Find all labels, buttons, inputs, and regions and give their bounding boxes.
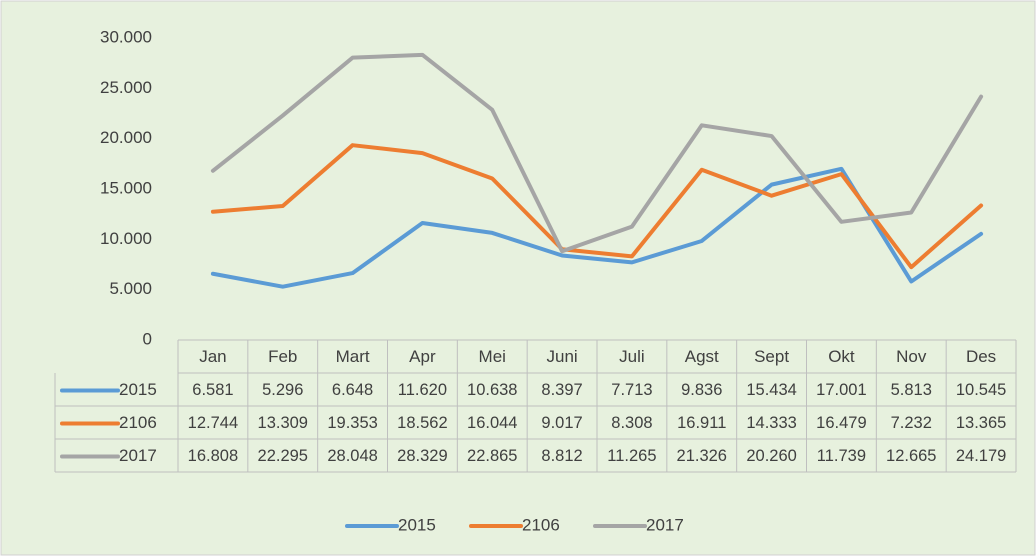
y-tick-label: 5.000 [109,279,152,298]
x-tick-label: Feb [268,347,297,366]
y-tick-label: 20.000 [100,128,152,147]
x-tick-label: Mart [336,347,370,366]
table-cell: 15.434 [746,381,796,399]
table-cell: 10.545 [956,381,1006,399]
x-tick-label: Des [966,347,996,366]
y-tick-label: 10.000 [100,229,152,248]
table-cell: 11.739 [817,447,866,465]
table-cell: 8.397 [541,381,582,399]
table-cell: 16.911 [677,414,726,432]
table-cell: 22.865 [467,447,517,465]
table-cell: 28.329 [397,447,447,465]
x-tick-label: Agst [685,347,719,366]
legend-label: 2017 [646,515,684,534]
legend-label: 2106 [522,515,560,534]
series-line [210,143,984,270]
table-cell: 18.562 [397,414,447,432]
y-tick-label: 0 [143,329,152,348]
table-cell: 7.713 [611,381,652,399]
table-cell: 13.309 [258,414,308,432]
table-cell: 11.265 [607,447,656,465]
table-cell: 9.836 [681,381,722,399]
table-cell: 22.295 [258,447,308,465]
x-tick-label: Sept [754,347,789,366]
x-tick-label: Juni [546,347,577,366]
table-cell: 6.581 [192,381,233,399]
x-tick-label: Nov [896,347,927,366]
x-tick-label: Jan [199,347,226,366]
table-cell: 5.813 [891,381,932,399]
x-tick-label: Apr [409,347,436,366]
table-cell: 10.638 [467,381,517,399]
x-tick-label: Juli [619,347,645,366]
table-series-name: 2106 [119,413,157,432]
table-cell: 7.232 [891,414,932,432]
y-tick-label: 30.000 [100,27,152,46]
y-tick-label: 15.000 [100,178,152,197]
table-cell: 24.179 [956,447,1006,465]
table-cell: 9.017 [541,414,582,432]
table-cell: 12.744 [188,414,238,432]
table-cell: 6.648 [332,381,373,399]
y-tick-label: 25.000 [100,78,152,97]
legend-label: 2015 [398,515,436,534]
table-cell: 11.620 [398,381,447,399]
table-cell: 12.665 [886,447,936,465]
table-cell: 16.808 [188,447,238,465]
table-cell: 8.812 [541,447,582,465]
table-cell: 21.326 [677,447,727,465]
table-cell: 17.001 [816,381,866,399]
table-cell: 14.333 [746,414,796,432]
table-cell: 16.044 [467,414,517,432]
x-tick-label: Mei [479,347,506,366]
table-cell: 8.308 [611,414,652,432]
table-cell: 13.365 [956,414,1006,432]
table-cell: 5.296 [262,381,303,399]
table-series-name: 2015 [119,380,157,399]
x-tick-label: Okt [828,347,855,366]
table-series-name: 2017 [119,446,157,465]
series-line [210,52,984,254]
table-cell: 16.479 [816,414,866,432]
table-cell: 19.353 [327,414,377,432]
table-cell: 20.260 [746,447,796,465]
table-cell: 28.048 [327,447,377,465]
